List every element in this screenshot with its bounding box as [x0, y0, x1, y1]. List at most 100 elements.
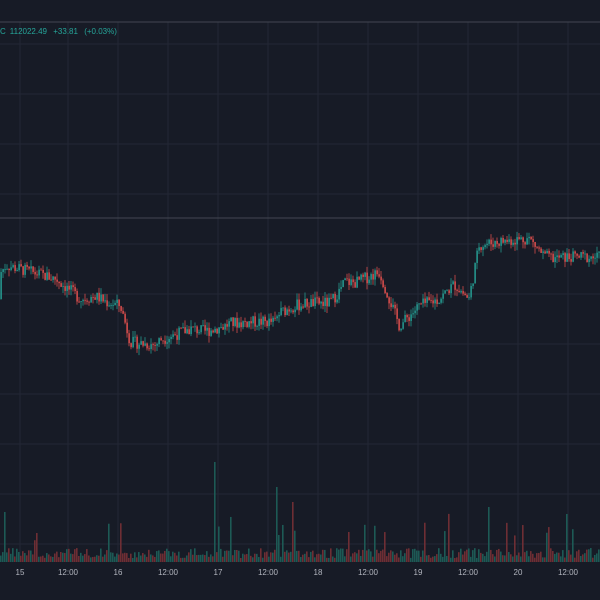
volume-bar — [554, 553, 556, 562]
candle-body — [288, 309, 290, 312]
candle-body — [586, 253, 588, 263]
volume-bar — [290, 551, 292, 562]
candle-body — [512, 242, 514, 245]
volume-bar — [296, 550, 298, 562]
volume-bar — [464, 551, 466, 562]
volume-bar — [528, 556, 530, 562]
volume-bar — [80, 552, 82, 562]
candle-body — [308, 306, 310, 308]
volume-bar — [86, 549, 88, 562]
volume-bar — [440, 553, 442, 562]
volume-bar — [496, 549, 498, 562]
volume-bar — [54, 553, 56, 562]
volume-bar — [52, 556, 54, 562]
volume-bar — [146, 556, 148, 562]
candle-body — [316, 297, 318, 299]
x-tick-label: 12:00 — [358, 568, 379, 577]
volume-bar — [462, 554, 464, 562]
volume-bar — [544, 557, 546, 562]
volume-bar — [272, 552, 274, 562]
candle-body — [508, 239, 510, 242]
volume-bar — [512, 556, 514, 562]
volume-bar — [374, 525, 376, 562]
candle-body — [208, 327, 210, 336]
volume-bar — [76, 548, 78, 562]
candle-body — [116, 299, 118, 303]
volume-bar — [34, 540, 36, 562]
volume-bar — [104, 554, 106, 562]
candle-body — [256, 325, 258, 327]
candle-body — [528, 236, 530, 239]
volume-bar — [2, 552, 4, 562]
volume-bar — [532, 553, 534, 562]
candle-body — [346, 278, 348, 280]
candle-body — [576, 253, 578, 256]
candle-body — [194, 326, 196, 328]
volume-bar — [300, 556, 302, 562]
volume-bar — [392, 551, 394, 562]
volume-bar — [198, 554, 200, 562]
candle-body — [82, 299, 84, 302]
candle-body — [318, 297, 320, 304]
candle-body — [482, 247, 484, 250]
candle-body — [570, 259, 572, 262]
volume-bar — [580, 555, 582, 562]
candle-body — [578, 255, 580, 258]
volume-bar — [180, 557, 182, 562]
volume-bar — [282, 524, 284, 562]
candle-body — [366, 272, 368, 284]
volume-bar — [14, 556, 16, 562]
volume-bar — [368, 549, 370, 562]
candle-body — [172, 334, 174, 337]
volume-bar — [152, 555, 154, 562]
volume-bar — [22, 551, 24, 562]
volume-bar — [388, 552, 390, 562]
candle-body — [74, 287, 76, 292]
candle-body — [40, 269, 42, 271]
candle-body — [180, 327, 182, 329]
volume-bar — [386, 556, 388, 562]
volume-bar — [436, 554, 438, 562]
volume-bar — [92, 556, 94, 562]
candle-body — [320, 301, 322, 304]
volume-bar — [316, 554, 318, 562]
volume-bar — [40, 556, 42, 562]
volume-bar — [176, 555, 178, 562]
candle-body — [60, 283, 62, 287]
volume-bar — [458, 552, 460, 562]
volume-bar — [230, 516, 232, 562]
volume-bar — [396, 553, 398, 562]
volume-bar — [570, 554, 572, 562]
legend-price: 112022.49 — [9, 27, 48, 36]
candle-body — [554, 257, 556, 263]
volume-bar — [468, 548, 470, 562]
candle-body — [558, 255, 560, 258]
volume-bar — [110, 552, 112, 562]
volume-bar — [574, 557, 576, 562]
volume-bar — [18, 551, 20, 562]
volume-bar — [94, 556, 96, 562]
candle-body — [244, 321, 246, 322]
candle-body — [436, 299, 438, 304]
candle-body — [466, 295, 468, 298]
candle-body — [592, 256, 594, 259]
volume-bar — [202, 554, 204, 562]
x-tick-label: 12:00 — [158, 568, 179, 577]
legend-change: +33.81 — [53, 27, 78, 36]
volume-bar — [56, 551, 58, 562]
candle-body — [516, 237, 518, 245]
volume-bar — [250, 555, 252, 562]
candle-body — [88, 301, 90, 303]
candle-body — [212, 330, 214, 333]
candle-body — [292, 310, 294, 313]
volume-bar — [332, 556, 334, 562]
volume-bar — [276, 487, 278, 562]
candle-body — [348, 278, 350, 285]
volume-bar — [366, 550, 368, 562]
x-tick-label: 12:00 — [558, 568, 579, 577]
volume-bar — [578, 549, 580, 562]
volume-bar — [38, 556, 40, 562]
candle-body — [362, 274, 364, 277]
